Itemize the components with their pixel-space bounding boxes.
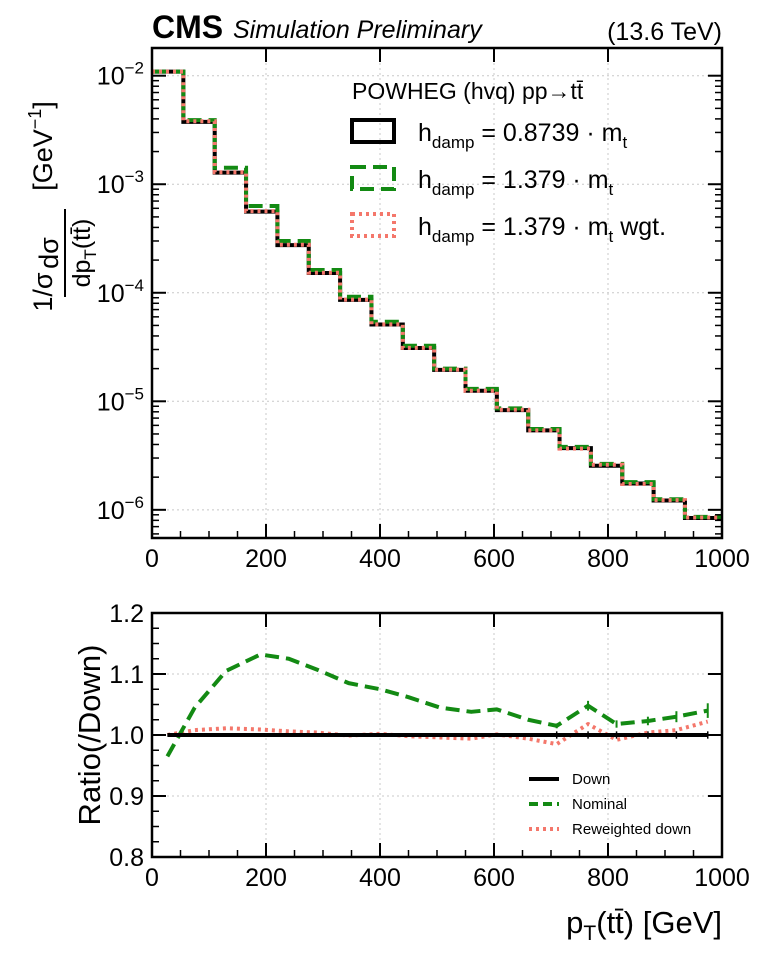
bottom-panel: 0 200 400 600 800 1000 0.8 0.9 1.0 1.1 1.2 Ratio(/… — [72, 600, 750, 945]
bottom-ylabel: Ratio(/Down) — [72, 645, 107, 826]
top-ylabel: 1/σ dσ dpT(tt̄) [GeV−1] — [25, 101, 100, 311]
top-xtick-label: 0 — [145, 545, 159, 573]
bottom-ticks: 0 200 400 600 800 1000 0.8 0.9 1.0 1.1 1.2 — [109, 600, 750, 892]
status-label: Simulation Preliminary — [233, 16, 483, 44]
svg-text:dpT(tt̄): dpT(tt̄) — [68, 219, 100, 288]
energy-label: (13.6 TeV) — [607, 18, 722, 46]
bottom-ytick-label: 1.2 — [109, 600, 144, 628]
top-xtick-label: 600 — [473, 545, 515, 573]
bottom-series-dotted — [167, 719, 709, 747]
bottom-ytick-label: 0.8 — [109, 844, 144, 872]
bottom-xlabel: pT(tt̄) [GeV] — [566, 905, 722, 945]
top-panel: 0 200 400 600 800 1000 10−2 10−3 10−4 10−5 10−6 1/… — [25, 46, 750, 573]
legend-swatch-dotted — [350, 212, 396, 238]
legend-title: POWHEG (hvq) pp→tt̄ — [352, 78, 584, 104]
bottom-xtick-label: 800 — [587, 864, 629, 892]
top-ytick-label: 10−6 — [97, 493, 144, 525]
bottom-series — [165, 652, 709, 758]
bottom-xtick-label: 200 — [245, 864, 287, 892]
bottom-legend-label-dashed: Nominal — [572, 796, 627, 813]
bottom-xtick-label: 600 — [473, 864, 515, 892]
top-ytick-label: 10−5 — [97, 384, 144, 416]
top-series-dotted — [152, 69, 722, 520]
bottom-legend-label-dotted: Reweighted down — [572, 821, 691, 838]
bottom-legend-label-solid: Down — [572, 771, 610, 788]
top-xtick-label: 800 — [587, 545, 629, 573]
svg-text:1/σ: 1/σ — [28, 272, 58, 312]
top-ytick-label: 10−4 — [97, 276, 144, 308]
bottom-ytick-label: 0.9 — [109, 783, 144, 811]
top-grid — [151, 48, 723, 538]
top-legend: POWHEG (hvq) pp→tt̄ hdamp = 0.8739 · mt h… — [350, 78, 666, 246]
top-ytick-label: 10−2 — [97, 59, 144, 91]
bottom-series-dashed — [165, 652, 709, 758]
legend-label-dashed: hdamp = 1.379 · mt — [418, 166, 614, 199]
top-ytick-label: 10−3 — [97, 167, 144, 199]
legend-label-solid: hdamp = 0.8739 · mt — [418, 119, 627, 152]
bottom-xtick-label: 0 — [145, 864, 159, 892]
bottom-xtick-label: 400 — [359, 864, 401, 892]
bottom-xtick-label: 1000 — [694, 864, 750, 892]
top-ticks: 0 200 400 600 800 1000 10−2 10−3 10−4 10−5 10−6 — [97, 48, 750, 573]
svg-text:[GeV−1]: [GeV−1] — [25, 101, 58, 191]
legend-label-dotted: hdamp = 1.379 · mt wgt. — [418, 213, 666, 246]
legend-swatch-dashed — [350, 165, 396, 191]
legend-swatch-solid — [350, 118, 396, 144]
bottom-ytick-label: 1.0 — [109, 722, 144, 750]
top-xtick-label: 400 — [359, 545, 401, 573]
bottom-ytick-label: 1.1 — [109, 661, 144, 689]
cms-label: CMS — [152, 9, 223, 45]
top-xtick-label: 200 — [245, 545, 287, 573]
svg-text:dσ: dσ — [34, 237, 64, 269]
bottom-legend: Down Nominal Reweighted down — [529, 771, 691, 838]
top-series — [152, 69, 722, 521]
top-xtick-label: 1000 — [694, 545, 750, 573]
